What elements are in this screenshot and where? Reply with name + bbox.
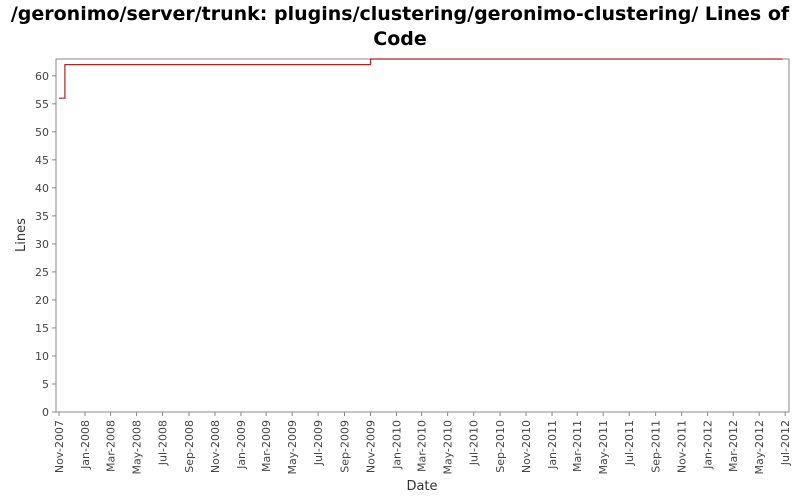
x-tick-label: May-2009 xyxy=(286,420,299,475)
x-tick-label: Jul-2008 xyxy=(157,420,170,466)
x-tick-label: Jan-2009 xyxy=(235,420,248,470)
series-group xyxy=(59,58,783,99)
x-tick-label: Mar-2011 xyxy=(571,420,584,472)
x-tick-label: Nov-2008 xyxy=(209,420,222,473)
x-tick-label: Sep-2011 xyxy=(650,420,663,473)
x-tick-label: Mar-2010 xyxy=(416,420,429,472)
chart-title: /geronimo/server/trunk: plugins/clusteri… xyxy=(0,2,800,52)
y-tick-label: 40 xyxy=(35,182,49,195)
y-tick-label: 45 xyxy=(35,154,49,167)
series-line xyxy=(59,58,783,99)
plot-area xyxy=(55,58,790,413)
x-tick-label: Nov-2009 xyxy=(365,420,378,473)
x-axis-label: Date xyxy=(406,479,437,494)
x-tick-label: Jan-2010 xyxy=(391,420,404,470)
x-tick-label: May-2011 xyxy=(597,420,610,475)
x-tick-label: Nov-2011 xyxy=(676,420,689,473)
x-tick-label: Sep-2008 xyxy=(183,420,196,473)
x-tick-label: Jul-2009 xyxy=(312,420,325,466)
x-tick-label: Jan-2012 xyxy=(702,420,715,470)
x-tick-label: Nov-2010 xyxy=(520,420,533,473)
y-tick-label: 5 xyxy=(42,378,49,391)
y-axis-label: Lines xyxy=(14,218,29,252)
x-tick-label: May-2012 xyxy=(753,420,766,475)
x-tick-label: Mar-2009 xyxy=(260,420,273,472)
y-tick-label: 25 xyxy=(35,266,49,279)
x-tick-label: Jul-2012 xyxy=(779,420,792,466)
chart-title-line-1: /geronimo/server/trunk: plugins/clusteri… xyxy=(10,3,790,25)
y-tick-label: 50 xyxy=(35,126,49,139)
x-tick-label: Mar-2012 xyxy=(727,420,740,472)
y-tick-label: 35 xyxy=(35,210,49,223)
y-axis: 0 5 10 15 20 25 30 35 40 45 50 55 60 xyxy=(35,70,56,419)
x-tick-label: Nov-2007 xyxy=(53,420,66,473)
x-axis: Nov-2007 Jan-2008 Mar-2008 May-2008 Jul-2008… xyxy=(53,412,792,475)
y-tick-label: 30 xyxy=(35,238,49,251)
y-tick-label: 55 xyxy=(35,98,49,111)
x-tick-label: Jan-2011 xyxy=(546,420,559,470)
x-tick-label: Jul-2011 xyxy=(623,420,636,466)
x-tick-label: Sep-2010 xyxy=(494,420,507,473)
chart-title-line-2: Code xyxy=(373,28,427,50)
x-tick-label: Jan-2008 xyxy=(79,420,92,470)
y-tick-label: 15 xyxy=(35,322,49,335)
y-tick-label: 0 xyxy=(42,406,49,419)
x-tick-label: Sep-2009 xyxy=(339,420,352,473)
y-tick-label: 60 xyxy=(35,70,49,83)
x-tick-label: May-2010 xyxy=(442,420,455,475)
y-tick-label: 20 xyxy=(35,294,49,307)
x-tick-label: May-2008 xyxy=(131,420,144,475)
x-tick-label: Jul-2010 xyxy=(468,420,481,466)
x-tick-label: Mar-2008 xyxy=(105,420,118,472)
y-tick-label: 10 xyxy=(35,350,49,363)
